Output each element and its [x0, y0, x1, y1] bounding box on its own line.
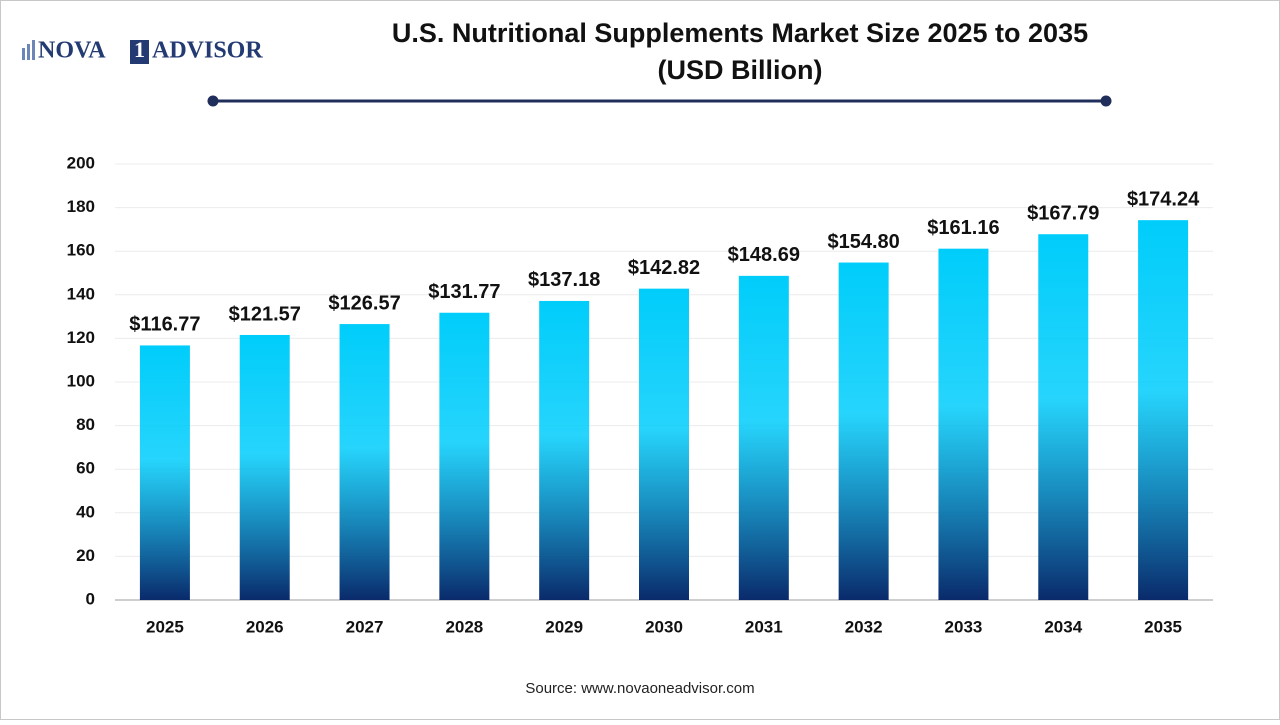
logo-bar [32, 40, 35, 60]
value-label: $167.79 [1027, 202, 1099, 224]
value-label: $142.82 [628, 257, 700, 279]
bar [339, 324, 390, 600]
logo-bar [22, 48, 25, 60]
chart-subtitle: (USD Billion) [658, 55, 823, 85]
bar [838, 262, 889, 600]
y-tick-label: 40 [76, 502, 95, 521]
x-tick-label: 2034 [1044, 617, 1082, 636]
x-tick-label: 2027 [346, 617, 384, 636]
x-tick-label: 2025 [146, 617, 184, 636]
x-tick-label: 2031 [745, 617, 783, 636]
logo: NOVA 1 ADVISOR [22, 37, 263, 64]
x-tick-label: 2026 [246, 617, 284, 636]
x-tick-label: 2028 [445, 617, 483, 636]
y-tick-label: 60 [76, 459, 95, 478]
y-tick-label: 80 [76, 415, 95, 434]
bar [938, 248, 989, 600]
bar [738, 275, 789, 600]
value-label: $137.18 [528, 269, 600, 291]
value-label: $121.57 [229, 303, 301, 325]
bar [539, 300, 590, 600]
value-label: $161.16 [927, 217, 999, 239]
value-label: $174.24 [1127, 188, 1200, 210]
logo-left: NOVA [38, 38, 106, 64]
y-tick-label: 0 [86, 589, 95, 608]
y-tick-label: 200 [67, 153, 95, 172]
bar [139, 345, 190, 600]
bar [1138, 220, 1189, 600]
y-tick-label: 140 [67, 284, 95, 303]
x-tick-label: 2032 [845, 617, 883, 636]
y-tick-label: 120 [67, 328, 95, 347]
logo-box-text: 1 [134, 37, 145, 62]
bar [439, 312, 490, 600]
bar [1038, 234, 1089, 600]
value-label: $148.69 [728, 244, 800, 266]
x-tick-label: 2030 [645, 617, 683, 636]
chart-title: U.S. Nutritional Supplements Market Size… [392, 18, 1088, 48]
rule-dot [1100, 95, 1112, 107]
logo-right: ADVISOR [152, 38, 263, 64]
bar [239, 334, 290, 600]
source: Source: www.novaoneadvisor.com [525, 680, 754, 697]
value-label: $126.57 [328, 292, 400, 314]
y-tick-label: 180 [67, 197, 95, 216]
value-label: $131.77 [428, 281, 500, 303]
value-label: $154.80 [827, 231, 899, 253]
y-tick-label: 160 [67, 241, 95, 260]
logo-bar [27, 44, 30, 60]
x-tick-label: 2029 [545, 617, 583, 636]
x-tick-label: 2033 [945, 617, 983, 636]
value-label: $116.77 [129, 314, 200, 336]
rule-dot [207, 95, 219, 107]
bar [639, 288, 689, 600]
logo-box [130, 40, 149, 64]
y-tick-label: 20 [76, 546, 95, 565]
x-tick-label: 2035 [1144, 617, 1182, 636]
y-tick-label: 100 [67, 371, 95, 390]
